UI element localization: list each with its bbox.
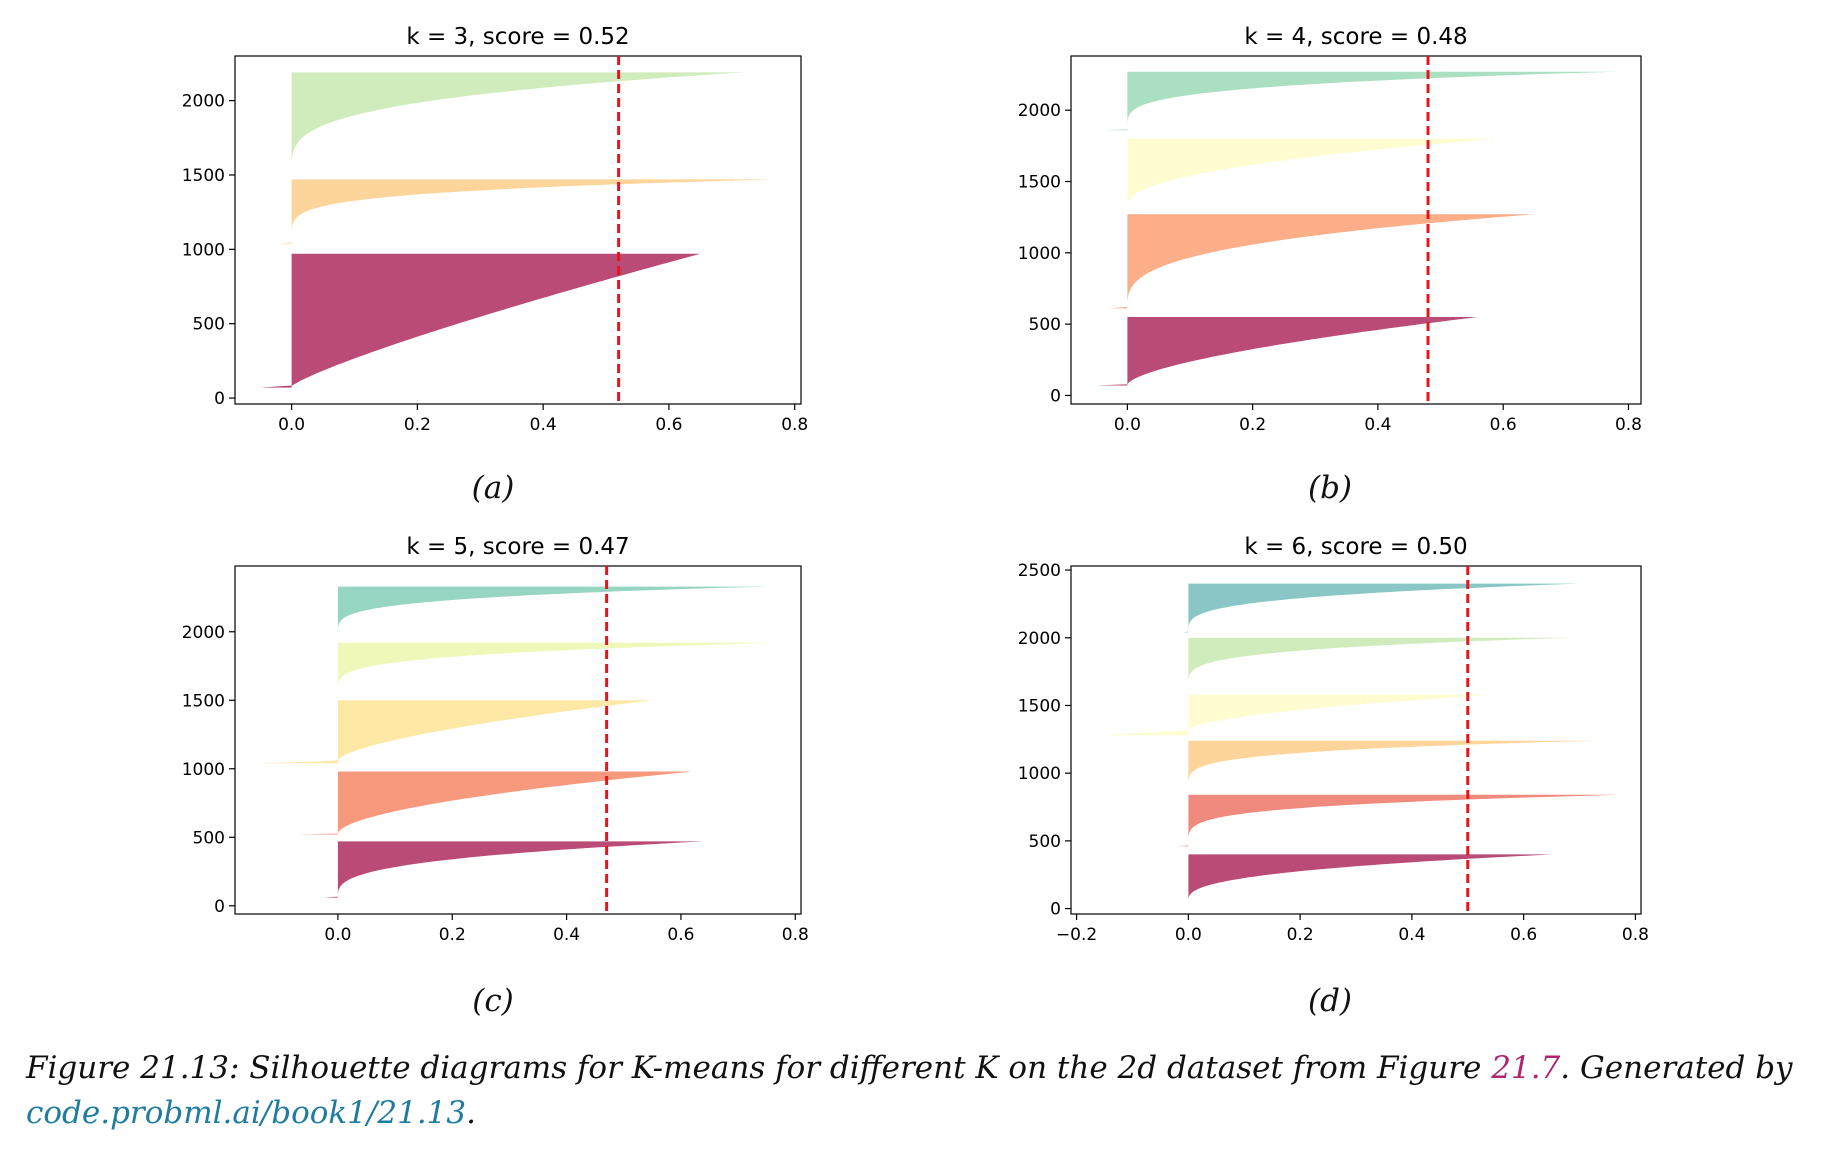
x-tick-label: 0.0 <box>1175 925 1202 945</box>
y-tick-label: 1000 <box>1018 764 1061 784</box>
x-tick-label: −0.2 <box>1056 925 1097 945</box>
silhouette-cluster-2 <box>1127 138 1497 206</box>
silhouette-cluster-1 <box>279 179 776 244</box>
y-tick-label: 0 <box>1050 900 1061 920</box>
silhouette-cluster-5 <box>1182 583 1580 633</box>
x-tick-label: 0.2 <box>1287 925 1314 945</box>
y-tick-label: 500 <box>193 828 225 848</box>
x-tick-label: 0.6 <box>1490 415 1517 435</box>
y-tick-label: 2000 <box>182 623 225 643</box>
x-tick-label: 0.4 <box>530 415 557 435</box>
silhouette-cluster-0 <box>260 253 701 388</box>
silhouette-panel-c: 0.0 0.2 0.4 0.6 0.8 0 500 1000 1500 2000 k = 5, sc… <box>182 534 809 945</box>
y-tick-label: 1000 <box>182 760 225 780</box>
caption-text-end: . <box>466 1095 476 1131</box>
silhouette-figure: 0.0 0.2 0.4 0.6 0.8 0 500 1000 1500 2000 k = 3, sc… <box>182 24 1649 945</box>
caption-text: Figure 21.13: Silhouette diagrams for K-… <box>26 1050 1492 1086</box>
y-tick-label: 500 <box>1029 832 1061 852</box>
x-tick-label: 0.2 <box>1239 415 1266 435</box>
silhouette-panel-b: 0.0 0.2 0.4 0.6 0.8 0 500 1000 1500 2000 k = 4, sc… <box>1018 24 1642 435</box>
silhouette-cluster-0 <box>323 841 704 898</box>
x-tick-label: 0.6 <box>667 925 694 945</box>
x-tick-label: 0.2 <box>439 925 466 945</box>
x-tick-label: 0.8 <box>781 415 808 435</box>
silhouette-cluster-2 <box>291 72 745 172</box>
plot-frame <box>1070 55 1642 405</box>
panel-label-c: (c) <box>472 983 514 1019</box>
y-tick-label: 0 <box>214 897 225 917</box>
figure-caption: Figure 21.13: Silhouette diagrams for K-… <box>26 1046 1806 1136</box>
y-tick-label: 500 <box>1029 315 1061 335</box>
y-tick-label: 2000 <box>182 92 225 112</box>
y-tick-label: 1500 <box>1018 696 1061 716</box>
plot-frame <box>234 565 802 915</box>
silhouette-cluster-2 <box>257 700 653 764</box>
y-tick-label: 0 <box>214 389 225 409</box>
panel-title: k = 6, score = 0.50 <box>1244 534 1467 560</box>
silhouette-panel-d: −0.2 0.0 0.2 0.4 0.6 0.8 0 500 1000 1500 2000 2500 k… <box>1018 534 1649 945</box>
x-tick-label: 0.0 <box>278 415 305 435</box>
y-tick-label: 1000 <box>182 240 225 260</box>
silhouette-cluster-1 <box>297 771 693 835</box>
silhouette-cluster-1 <box>1108 214 1535 309</box>
y-tick-label: 2500 <box>1018 561 1061 581</box>
silhouette-cluster-2 <box>1188 740 1597 790</box>
x-tick-label: 0.8 <box>782 925 809 945</box>
y-tick-label: 2000 <box>1018 101 1061 121</box>
x-tick-label: 0.4 <box>1398 925 1425 945</box>
silhouette-panel-a: 0.0 0.2 0.4 0.6 0.8 0 500 1000 1500 2000 k = 3, sc… <box>182 24 809 435</box>
panel-label-d: (d) <box>1307 983 1353 1019</box>
x-tick-label: 0.0 <box>1114 415 1141 435</box>
silhouette-cluster-0 <box>1096 317 1479 386</box>
silhouette-cluster-1 <box>1177 794 1619 847</box>
panel-title: k = 5, score = 0.47 <box>406 534 629 560</box>
silhouette-cluster-3 <box>1098 694 1496 736</box>
y-tick-label: 1500 <box>1018 173 1061 193</box>
x-tick-label: 0.8 <box>1615 415 1642 435</box>
x-tick-label: 0.6 <box>1510 925 1537 945</box>
caption-figure-ref[interactable]: 21.7 <box>1491 1050 1561 1086</box>
y-tick-label: 1000 <box>1018 244 1061 264</box>
silhouette-cluster-0 <box>1188 854 1552 901</box>
x-tick-label: 0.4 <box>1364 415 1391 435</box>
plot-frame <box>234 55 802 405</box>
x-tick-label: 0.4 <box>553 925 580 945</box>
panel-label-a: (a) <box>471 470 515 506</box>
silhouette-cluster-3 <box>337 642 779 692</box>
panel-title: k = 3, score = 0.52 <box>406 24 629 50</box>
y-tick-label: 2000 <box>1018 629 1061 649</box>
silhouette-cluster-4 <box>337 586 767 635</box>
x-tick-label: 0.2 <box>404 415 431 435</box>
caption-code-link[interactable]: code.probml.ai/book1/21.13 <box>26 1095 467 1131</box>
y-tick-label: 1500 <box>182 691 225 711</box>
y-tick-label: 0 <box>1050 386 1061 406</box>
y-tick-label: 500 <box>193 315 225 335</box>
x-tick-label: 0.6 <box>655 415 682 435</box>
silhouette-cluster-4 <box>1188 637 1569 687</box>
silhouette-cluster-3 <box>1102 71 1616 131</box>
panel-title: k = 4, score = 0.48 <box>1244 24 1467 50</box>
x-tick-label: 0.8 <box>1622 925 1649 945</box>
y-tick-label: 1500 <box>182 166 225 186</box>
caption-text-mid: . Generated by <box>1560 1050 1793 1086</box>
x-tick-label: 0.0 <box>324 925 351 945</box>
panel-label-b: (b) <box>1307 470 1353 506</box>
plot-frame <box>1070 565 1642 915</box>
